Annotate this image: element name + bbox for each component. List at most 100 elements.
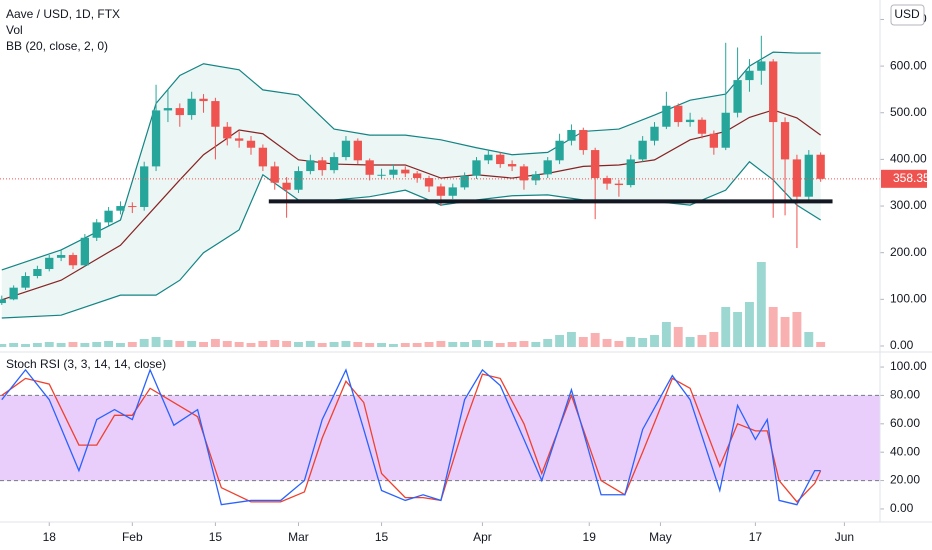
candle-body bbox=[674, 105, 683, 123]
candle-body bbox=[318, 160, 327, 171]
volume-bar bbox=[80, 343, 90, 347]
candle-body bbox=[555, 140, 564, 161]
candle-body bbox=[175, 108, 184, 116]
volume-bar bbox=[460, 342, 470, 347]
candle-body bbox=[306, 160, 315, 172]
y-tick-label: 0.00 bbox=[890, 338, 914, 352]
candle-body bbox=[519, 166, 529, 181]
volume-bar bbox=[578, 337, 588, 347]
volume-bar bbox=[614, 341, 624, 347]
candle-body bbox=[223, 126, 232, 139]
candle-body bbox=[104, 210, 113, 223]
volume-bar bbox=[768, 307, 778, 347]
x-tick-label: Apr bbox=[473, 530, 492, 544]
volume-bar bbox=[32, 343, 42, 347]
x-tick-label: Jun bbox=[835, 530, 854, 544]
volume-bar bbox=[365, 343, 375, 347]
candle-body bbox=[472, 160, 481, 176]
candle-body bbox=[733, 80, 742, 113]
candle-body bbox=[602, 178, 612, 184]
candle-body bbox=[496, 154, 505, 165]
volume-bar bbox=[519, 341, 529, 347]
rsi-y-tick-label: 80.00 bbox=[890, 388, 920, 402]
volume-bar bbox=[745, 302, 754, 347]
volume-bar bbox=[661, 322, 671, 347]
candle-body bbox=[780, 122, 790, 160]
candle-body bbox=[389, 169, 398, 175]
candle-body bbox=[45, 257, 54, 270]
volume-bar bbox=[234, 342, 244, 347]
candle-body bbox=[484, 154, 493, 161]
volume-bar bbox=[0, 344, 7, 347]
candle-body bbox=[33, 269, 42, 277]
volume-bar bbox=[816, 342, 826, 347]
candle-body bbox=[757, 61, 766, 71]
volume-bar bbox=[116, 343, 125, 347]
volume-bar bbox=[341, 341, 351, 347]
candle-body bbox=[294, 171, 303, 190]
volume-bar bbox=[353, 342, 363, 347]
volume-bar bbox=[507, 342, 517, 347]
volume-bar bbox=[305, 341, 315, 347]
rsi-y-tick-label: 60.00 bbox=[890, 416, 920, 430]
x-tick-label: Mar bbox=[288, 530, 309, 544]
candle-body bbox=[626, 159, 635, 186]
y-tick-label: 500.00 bbox=[890, 105, 927, 119]
candle-body bbox=[424, 178, 434, 187]
candle-body bbox=[792, 159, 802, 197]
volume-bar bbox=[424, 342, 434, 347]
volume-bar bbox=[555, 335, 565, 347]
candle-body bbox=[804, 154, 813, 197]
stoch-rsi-label: Stoch RSI (3, 3, 14, 14, close) bbox=[6, 357, 166, 371]
candle-body bbox=[579, 130, 588, 151]
candle-body bbox=[650, 126, 659, 141]
candle-body bbox=[56, 255, 66, 258]
overlay-layer: 0.00 100.00 200.00 300.00 400.00 500.00 600.00… bbox=[0, 4, 930, 515]
volume-label: Vol bbox=[6, 23, 23, 37]
y-tick-label: 300.00 bbox=[890, 198, 927, 212]
volume-bar bbox=[44, 342, 54, 347]
volume-bar bbox=[804, 332, 814, 347]
candle-body bbox=[0, 299, 6, 304]
volume-bar bbox=[246, 343, 256, 347]
candle-body bbox=[258, 147, 268, 167]
candle-body bbox=[697, 119, 707, 134]
volume-bar bbox=[448, 342, 458, 347]
candle-body bbox=[21, 276, 30, 288]
candle-body bbox=[140, 166, 149, 207]
candle-body bbox=[460, 175, 469, 188]
volume-bar bbox=[436, 341, 446, 347]
rsi-y-tick-label: 100.00 bbox=[890, 359, 927, 373]
last-price-label: 358.35 bbox=[893, 171, 930, 185]
volume-bar bbox=[21, 344, 30, 347]
x-tick-label: 19 bbox=[583, 530, 597, 544]
volume-bar bbox=[566, 332, 576, 347]
candle-body bbox=[92, 222, 101, 238]
rsi-y-tick-label: 20.00 bbox=[890, 473, 920, 487]
candle-body bbox=[270, 166, 279, 183]
volume-bar bbox=[483, 341, 493, 347]
currency-label: USD bbox=[894, 7, 920, 21]
stoch-rsi-k bbox=[1, 368, 821, 506]
x-tick-label: Feb bbox=[122, 530, 143, 544]
volume-bar bbox=[294, 342, 303, 347]
chart-title: Aave / USD, 1D, FTX bbox=[6, 7, 120, 21]
volume-bar bbox=[104, 341, 114, 347]
x-tick-label: 17 bbox=[749, 530, 763, 544]
candle-body bbox=[341, 140, 351, 158]
candle-body bbox=[769, 61, 778, 123]
candle-body bbox=[329, 157, 339, 171]
volume-bar bbox=[543, 339, 553, 347]
candle-body bbox=[591, 150, 600, 179]
volume-bar bbox=[412, 343, 422, 347]
volume-bar bbox=[258, 341, 268, 347]
candle-body bbox=[543, 160, 552, 175]
volume-bar bbox=[9, 343, 19, 347]
candle-body bbox=[163, 108, 173, 111]
candle-body bbox=[234, 138, 244, 141]
candle-body bbox=[151, 110, 161, 167]
volume-bar bbox=[68, 342, 78, 347]
candle-body bbox=[9, 287, 18, 300]
candle-body bbox=[448, 187, 457, 196]
candle-body bbox=[365, 160, 374, 175]
